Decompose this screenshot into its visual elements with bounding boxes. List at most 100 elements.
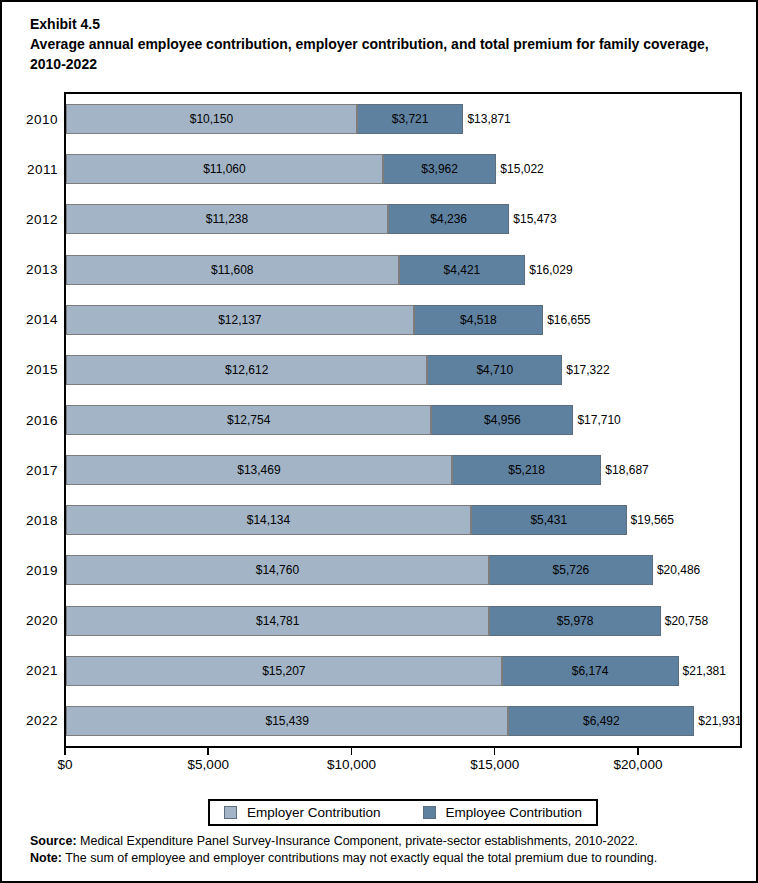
- chart-row: 2013$11,608$4,421$16,029: [66, 244, 740, 294]
- y-axis-year-label: 2019: [6, 563, 58, 578]
- stacked-bar: $12,612$4,710 $17,322: [66, 355, 610, 385]
- plot-area: 2010$10,150$3,721$13,8712011$11,060$3,96…: [64, 92, 742, 748]
- total-premium-label: $20,758: [665, 614, 708, 628]
- total-premium-label: $17,710: [577, 413, 620, 427]
- y-axis-year-label: 2017: [6, 463, 58, 478]
- x-axis-tick-label: $15,000: [470, 757, 519, 772]
- stacked-bar: $11,238$4,236 $15,473: [66, 204, 557, 234]
- bar-segment-employee: $4,518: [414, 305, 543, 335]
- stacked-bar: $12,137$4,518 $16,655: [66, 305, 591, 335]
- source-label: Source:: [30, 834, 77, 848]
- bar-segment-employee: $5,726: [489, 555, 653, 585]
- bar-segment-employer: $11,238: [66, 204, 388, 234]
- stacked-bar: $13,469$5,218 $18,687: [66, 455, 649, 485]
- y-axis-year-label: 2011: [6, 162, 58, 177]
- y-axis-year-label: 2021: [6, 663, 58, 678]
- y-axis-year-label: 2016: [6, 413, 58, 428]
- stacked-bar: $15,439$6,492 $21,931: [66, 706, 742, 736]
- total-premium-label: $18,687: [605, 463, 648, 477]
- exhibit-number: Exhibit 4.5: [30, 14, 732, 34]
- stacked-bar: $15,207$6,174$21,381: [66, 656, 726, 686]
- total-premium-label: $21,931: [698, 714, 741, 728]
- y-axis-year-label: 2018: [6, 513, 58, 528]
- stacked-bar: $11,608$4,421$16,029: [66, 255, 573, 285]
- y-axis-year-label: 2010: [6, 112, 58, 127]
- total-premium-label: $17,322: [566, 363, 609, 377]
- bar-segment-employee: $3,721: [357, 104, 464, 134]
- bar-segment-employer: $12,612: [66, 355, 427, 385]
- chart-row: 2016$12,754$4,956$17,710: [66, 395, 740, 445]
- bar-segment-employer: $12,137: [66, 305, 414, 335]
- y-axis-year-label: 2022: [6, 713, 58, 728]
- source-line: Source: Medical Expenditure Panel Survey…: [30, 833, 657, 850]
- x-axis-tick: [207, 748, 209, 755]
- bar-segment-employee: $5,431: [471, 505, 627, 535]
- bar-segment-employer: $10,150: [66, 104, 357, 134]
- bar-segment-employer: $15,207: [66, 656, 502, 686]
- footnotes: Source: Medical Expenditure Panel Survey…: [30, 833, 657, 866]
- employer-swatch-icon: [224, 806, 237, 819]
- legend-item-employee: Employee Contribution: [423, 805, 583, 820]
- report-page: Exhibit 4.5 Average annual employee cont…: [0, 0, 758, 883]
- chart-row: 2011$11,060$3,962$15,022: [66, 144, 740, 194]
- x-axis: $0$5,000$10,000$15,000$20,000: [64, 748, 742, 780]
- bar-segment-employee: $6,492: [508, 706, 694, 736]
- total-premium-label: $20,486: [657, 563, 700, 577]
- legend: Employer Contribution Employee Contribut…: [64, 799, 742, 826]
- y-axis-year-label: 2015: [6, 362, 58, 377]
- employee-swatch-icon: [423, 806, 436, 819]
- total-premium-label: $13,871: [467, 112, 510, 126]
- bar-segment-employer: $14,781: [66, 606, 489, 636]
- chart-row: 2020$14,781$5,978$20,758: [66, 596, 740, 646]
- total-premium-label: $15,473: [513, 212, 556, 226]
- total-premium-label: $16,655: [547, 313, 590, 327]
- x-axis-tick: [351, 748, 353, 755]
- bar-segment-employer: $13,469: [66, 455, 452, 485]
- chart-row: 2022$15,439$6,492$21,931: [66, 696, 740, 746]
- bar-segment-employee: $5,218: [452, 455, 601, 485]
- chart-row: 2012$11,238$4,236$15,473: [66, 194, 740, 244]
- legend-item-employer: Employer Contribution: [224, 805, 381, 820]
- bar-segment-employee: $4,956: [431, 405, 573, 435]
- bar-segment-employer: $14,760: [66, 555, 489, 585]
- chart-row: 2018$14,134$5,431$19,565: [66, 495, 740, 545]
- stacked-bar: $10,150$3,721$13,871: [66, 104, 511, 134]
- chart-row: 2019$14,760$5,726$20,486: [66, 545, 740, 595]
- chart-row: 2010$10,150$3,721$13,871: [66, 94, 740, 144]
- stacked-bar: $11,060$3,962$15,022: [66, 154, 544, 184]
- y-axis-year-label: 2012: [6, 212, 58, 227]
- bar-segment-employer: $15,439: [66, 706, 508, 736]
- x-axis-tick: [64, 748, 66, 755]
- bar-segment-employer: $11,060: [66, 154, 383, 184]
- note-text: The sum of employee and employer contrib…: [62, 851, 657, 865]
- x-axis-tick-label: $5,000: [188, 757, 229, 772]
- bar-segment-employer: $12,754: [66, 405, 431, 435]
- note-label: Note:: [30, 851, 62, 865]
- chart-row: 2017$13,469$5,218$18,687: [66, 445, 740, 495]
- chart-row: 2021$15,207$6,174$21,381: [66, 646, 740, 696]
- bar-segment-employer: $14,134: [66, 505, 471, 535]
- stacked-bar: $12,754$4,956 $17,710: [66, 405, 621, 435]
- chart-row: 2014$12,137$4,518$16,655: [66, 295, 740, 345]
- bar-segment-employee: $4,236: [388, 204, 509, 234]
- stacked-bar: $14,760$5,726 $20,486: [66, 555, 700, 585]
- y-axis-year-label: 2014: [6, 312, 58, 327]
- bar-segment-employee: $4,421: [399, 255, 526, 285]
- bar-segment-employee: $3,962: [383, 154, 497, 184]
- bar-segment-employee: $4,710: [427, 355, 562, 385]
- x-axis-tick-label: $0: [57, 757, 72, 772]
- x-axis-tick: [494, 748, 496, 755]
- total-premium-label: $15,022: [500, 162, 543, 176]
- y-axis-year-label: 2013: [6, 262, 58, 277]
- note-line: Note: The sum of employee and employer c…: [30, 850, 657, 867]
- legend-label-employee: Employee Contribution: [446, 805, 583, 820]
- chart-title-block: Exhibit 4.5 Average annual employee cont…: [30, 14, 732, 74]
- stacked-bar: $14,134$5,431 $19,565: [66, 505, 674, 535]
- total-premium-label: $19,565: [631, 513, 674, 527]
- stacked-bar: $14,781$5,978 $20,758: [66, 606, 708, 636]
- source-text: Medical Expenditure Panel Survey-Insuran…: [77, 834, 638, 848]
- bar-segment-employer: $11,608: [66, 255, 399, 285]
- total-premium-label: $16,029: [529, 263, 572, 277]
- x-axis-tick: [637, 748, 639, 755]
- bar-segment-employee: $5,978: [489, 606, 660, 636]
